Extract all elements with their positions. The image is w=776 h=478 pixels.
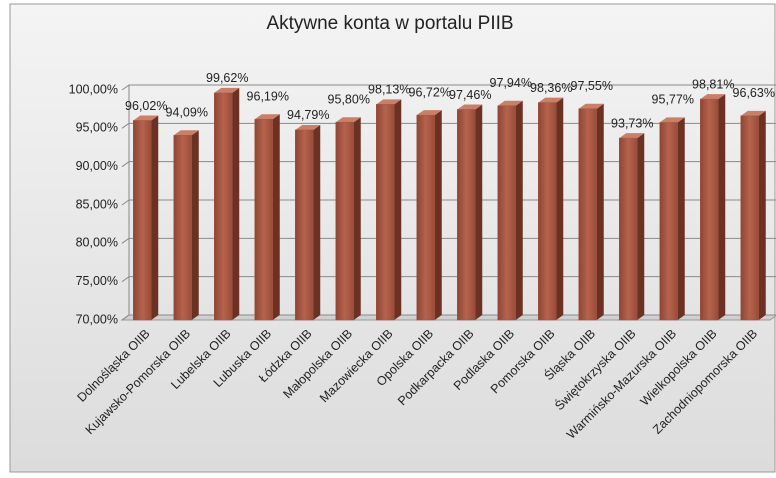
data-label: 96,72% <box>409 85 451 99</box>
data-label: 96,19% <box>247 90 289 104</box>
bar <box>214 92 233 321</box>
bar-top <box>416 110 442 116</box>
data-label: 98,13% <box>368 83 410 97</box>
bar <box>133 120 152 321</box>
data-label: 94,09% <box>166 106 208 120</box>
data-label: 97,94% <box>490 76 532 90</box>
bar-side <box>313 124 321 321</box>
data-label: 96,63% <box>733 86 775 100</box>
bar-side <box>272 114 280 321</box>
bar <box>497 105 516 321</box>
bar-side <box>434 110 442 320</box>
bar-top <box>214 87 240 93</box>
bar-side <box>758 110 766 320</box>
bar-top <box>497 100 523 106</box>
bar-side <box>394 99 402 320</box>
bar <box>740 115 759 321</box>
bar-top <box>740 110 766 116</box>
bar <box>659 122 678 321</box>
data-label: 97,55% <box>571 79 613 93</box>
bar-top <box>254 114 280 120</box>
bar-top <box>619 133 645 139</box>
data-label: 94,79% <box>287 108 329 122</box>
y-tick-label: 95,00% <box>76 121 118 135</box>
bar-side <box>637 133 645 320</box>
bar <box>376 104 395 321</box>
data-label: 93,73% <box>611 116 653 130</box>
bar <box>254 118 273 321</box>
bar <box>619 137 638 321</box>
y-tick-label: 90,00% <box>76 159 118 173</box>
data-label: 98,36% <box>530 81 572 95</box>
bar-top <box>659 117 685 123</box>
chart-title: Aktywne konta w portalu PIIB <box>266 13 513 34</box>
bar-side <box>556 97 564 320</box>
bar <box>700 98 719 321</box>
data-label: 95,77% <box>652 93 694 107</box>
bar-top <box>376 99 402 105</box>
bar-side <box>677 117 685 321</box>
bar <box>173 135 192 321</box>
data-label: 99,62% <box>206 71 248 85</box>
bar-top <box>335 117 361 123</box>
bar <box>295 129 314 321</box>
bar <box>578 108 597 321</box>
bar-side <box>596 103 604 321</box>
y-tick-label: 85,00% <box>76 197 118 211</box>
bar-side <box>353 117 361 320</box>
bar <box>538 102 557 321</box>
bar-top <box>457 104 483 110</box>
bar-side <box>232 87 240 320</box>
bar-top <box>538 97 564 103</box>
bar-side <box>191 130 199 320</box>
y-tick-label: 80,00% <box>76 236 118 250</box>
bar <box>335 121 354 321</box>
bar <box>457 109 476 321</box>
bar-top <box>295 124 321 130</box>
y-tick-label: 75,00% <box>76 274 118 288</box>
bar-side <box>718 94 726 320</box>
bar <box>416 114 435 321</box>
data-label: 95,80% <box>328 92 370 106</box>
bar-top <box>173 130 199 136</box>
bar-side <box>515 100 523 320</box>
y-tick-label: 70,00% <box>76 312 118 326</box>
data-label: 97,46% <box>449 88 491 102</box>
data-label: 98,81% <box>692 77 734 91</box>
bar-top <box>133 115 159 121</box>
data-label: 96,02% <box>125 99 167 113</box>
bar-top <box>578 103 604 109</box>
bar-side <box>151 115 159 320</box>
bar-top <box>700 94 726 100</box>
bar-side <box>475 104 483 321</box>
y-tick-label: 100,00% <box>69 82 118 96</box>
grid-line <box>121 84 776 91</box>
